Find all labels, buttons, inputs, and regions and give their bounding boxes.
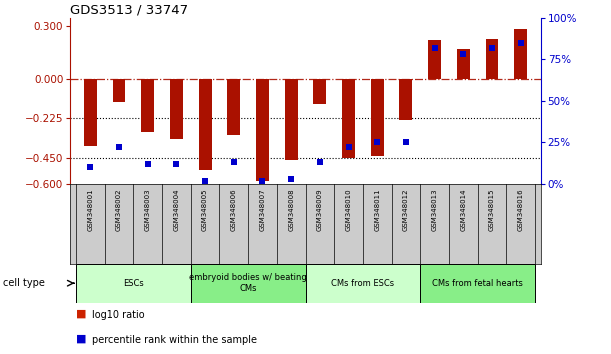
Bar bbox=[141, 79, 154, 132]
Text: CMs from ESCs: CMs from ESCs bbox=[331, 279, 395, 288]
Text: embryoid bodies w/ beating
CMs: embryoid bodies w/ beating CMs bbox=[189, 274, 307, 293]
Text: GDS3513 / 33747: GDS3513 / 33747 bbox=[70, 4, 188, 17]
Bar bbox=[420, 264, 535, 303]
Text: GSM348002: GSM348002 bbox=[116, 188, 122, 230]
Bar bbox=[313, 79, 326, 103]
Bar bbox=[285, 79, 298, 160]
Point bbox=[86, 165, 95, 170]
Bar bbox=[191, 264, 306, 303]
Text: GSM348001: GSM348001 bbox=[87, 188, 93, 231]
Text: GSM348010: GSM348010 bbox=[346, 188, 351, 231]
Text: log10 ratio: log10 ratio bbox=[92, 310, 144, 320]
Bar bbox=[400, 79, 412, 120]
Text: ■: ■ bbox=[76, 333, 87, 343]
Point bbox=[287, 176, 296, 182]
Text: GSM348014: GSM348014 bbox=[460, 188, 466, 230]
Bar bbox=[227, 79, 240, 135]
Bar bbox=[486, 39, 499, 79]
Point bbox=[229, 160, 239, 165]
Text: ■: ■ bbox=[76, 309, 87, 319]
Bar bbox=[84, 79, 97, 145]
Bar bbox=[457, 49, 470, 79]
Text: GSM348006: GSM348006 bbox=[231, 188, 237, 231]
Text: GSM348012: GSM348012 bbox=[403, 188, 409, 230]
Point bbox=[487, 45, 497, 51]
Point bbox=[343, 145, 353, 150]
Text: ESCs: ESCs bbox=[123, 279, 144, 288]
Text: GSM348015: GSM348015 bbox=[489, 188, 495, 230]
Bar bbox=[306, 264, 420, 303]
Bar bbox=[342, 79, 355, 158]
Point bbox=[516, 40, 525, 45]
Text: GSM348013: GSM348013 bbox=[431, 188, 437, 231]
Text: CMs from fetal hearts: CMs from fetal hearts bbox=[432, 279, 523, 288]
Text: GSM348007: GSM348007 bbox=[260, 188, 265, 231]
Bar bbox=[428, 40, 441, 79]
Text: cell type: cell type bbox=[3, 278, 45, 288]
Text: GSM348009: GSM348009 bbox=[317, 188, 323, 231]
Point bbox=[172, 161, 181, 167]
Bar bbox=[256, 79, 269, 181]
Bar bbox=[170, 79, 183, 138]
Point bbox=[114, 145, 124, 150]
Bar bbox=[514, 29, 527, 79]
Bar bbox=[371, 79, 384, 156]
Text: GSM348008: GSM348008 bbox=[288, 188, 294, 231]
Text: GSM348005: GSM348005 bbox=[202, 188, 208, 230]
Text: GSM348011: GSM348011 bbox=[374, 188, 380, 231]
Point bbox=[315, 160, 324, 165]
Point bbox=[430, 45, 439, 51]
Bar bbox=[76, 264, 191, 303]
Point bbox=[143, 161, 153, 167]
Bar bbox=[112, 79, 125, 102]
Text: percentile rank within the sample: percentile rank within the sample bbox=[92, 335, 257, 345]
Text: GSM348003: GSM348003 bbox=[145, 188, 151, 231]
Point bbox=[458, 51, 468, 57]
Text: GSM348016: GSM348016 bbox=[518, 188, 524, 231]
Point bbox=[258, 178, 268, 184]
Point bbox=[372, 140, 382, 145]
Text: GSM348004: GSM348004 bbox=[174, 188, 180, 230]
Point bbox=[401, 140, 411, 145]
Point bbox=[200, 178, 210, 184]
Bar bbox=[199, 79, 211, 170]
